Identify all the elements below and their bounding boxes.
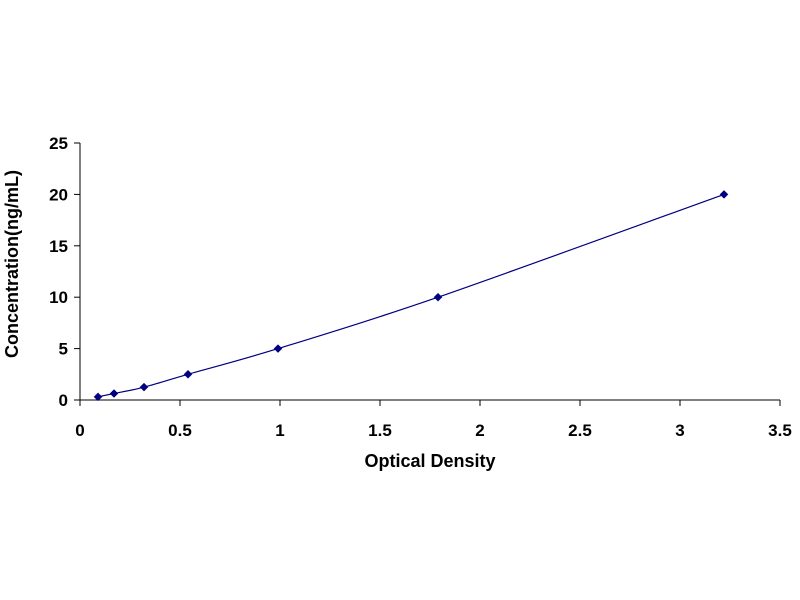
data-point-diamond	[109, 389, 119, 398]
x-tick-label: 3	[675, 421, 684, 440]
data-series	[93, 190, 729, 402]
x-tick-label: 2	[475, 421, 484, 440]
data-point-diamond	[183, 369, 193, 379]
x-axis-title: Optical Density	[364, 451, 495, 471]
y-tick-label: 10	[49, 288, 68, 307]
x-tick-label: 2.5	[568, 421, 592, 440]
y-tick-label: 0	[59, 391, 68, 410]
x-tick-label: 1.5	[368, 421, 392, 440]
y-tick-label: 15	[49, 237, 68, 256]
data-point-diamond	[433, 292, 443, 302]
data-point-diamond	[139, 382, 149, 392]
data-point-diamond	[719, 190, 729, 199]
y-tick-label: 5	[59, 340, 68, 359]
data-point-diamond	[273, 344, 283, 353]
y-tick-label: 25	[49, 134, 68, 153]
y-tick-label: 20	[49, 185, 68, 204]
x-tick-label: 3.5	[768, 421, 792, 440]
x-tick-label: 1	[275, 421, 284, 440]
x-tick-label: 0.5	[168, 421, 192, 440]
y-axis-ticks: 0 5 10 15 20 25	[49, 134, 80, 410]
x-tick-label: 0	[75, 421, 84, 440]
x-axis-ticks: 0 0.5 1 1.5 2 2.5 3 3.5	[75, 400, 792, 440]
data-point-diamond	[93, 392, 103, 402]
y-axis-title: Concentration(ng/mL)	[2, 170, 22, 358]
series-line	[97, 193, 725, 398]
axes	[79, 143, 780, 401]
